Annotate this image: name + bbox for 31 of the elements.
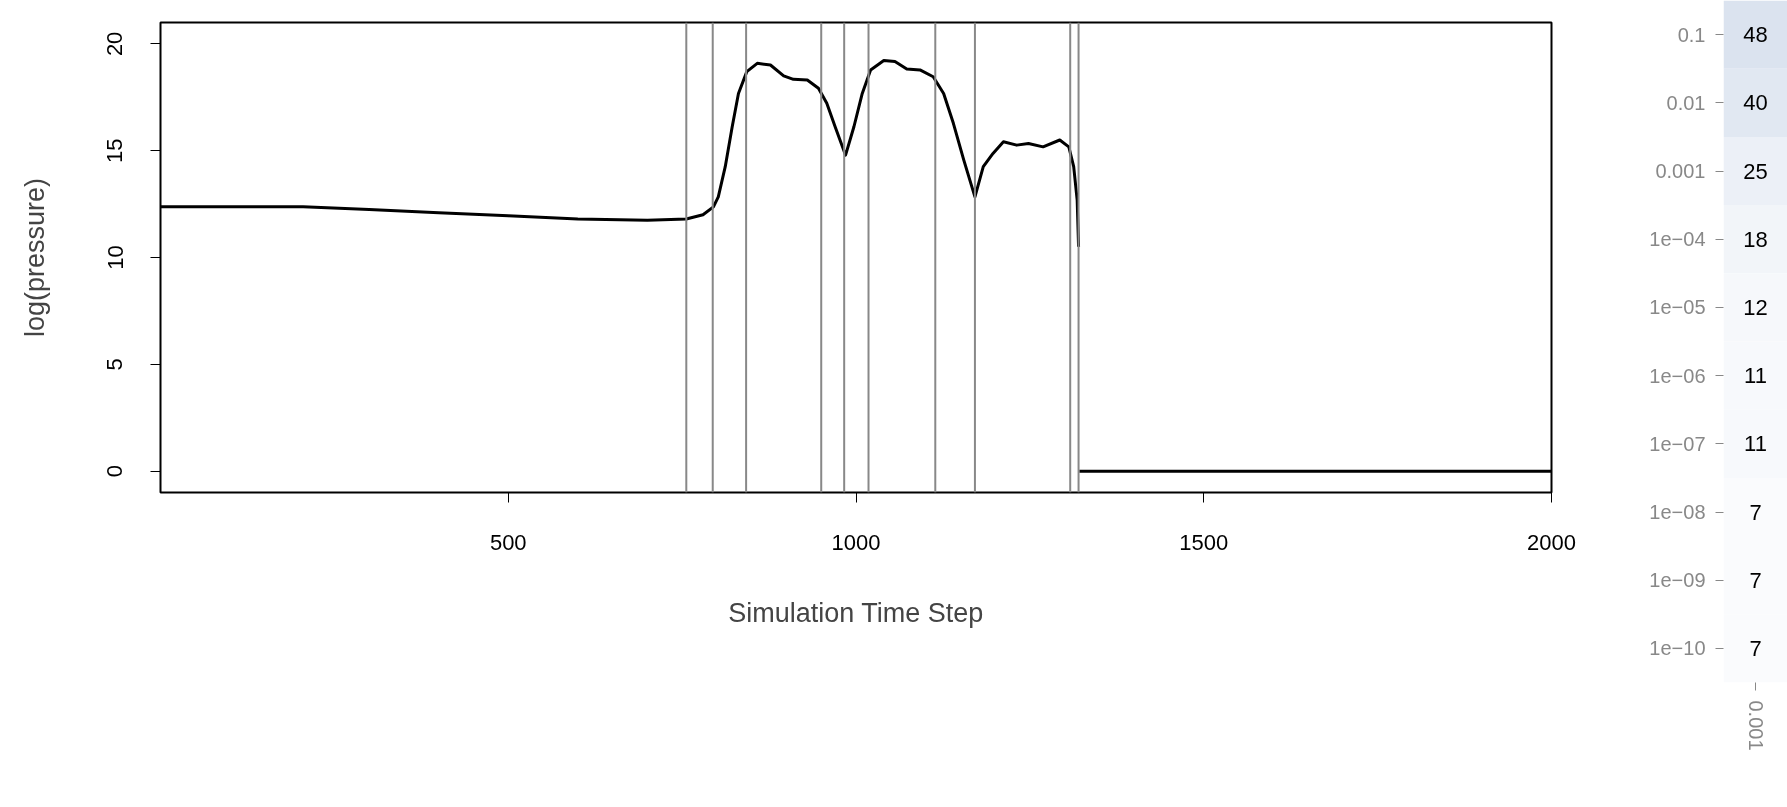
x-axis-title: Simulation Time Step	[728, 597, 984, 628]
y-tick-label: 0.1	[1677, 23, 1706, 46]
x-tick-label: 1500	[1179, 529, 1229, 555]
y-tick-label: 1e−05	[1649, 296, 1706, 319]
x-tick-label: 1000	[831, 529, 881, 555]
data-label: 18	[1743, 226, 1768, 252]
x-tick-label: 2000	[1527, 529, 1576, 555]
y-tick-label: 1e−04	[1649, 228, 1706, 251]
data-label: 25	[1743, 158, 1768, 184]
data-label: 7	[1749, 499, 1762, 525]
y-tick-label: 0.01	[1666, 91, 1706, 114]
y-tick-label: 0.001	[1655, 160, 1706, 182]
y-tick-label: 15	[102, 138, 128, 163]
x-tick-label: 500	[489, 529, 527, 555]
y-tick-label: 1e−08	[1649, 501, 1706, 523]
data-label: 12	[1743, 294, 1768, 320]
data-label: 11	[1744, 363, 1767, 389]
y-tick-label: 20	[102, 31, 128, 57]
y-tick-label: 1e−06	[1649, 364, 1706, 387]
y-tick-label: 10	[102, 245, 128, 270]
y-tick-label: 1e−10	[1649, 637, 1706, 660]
data-label: 48	[1743, 22, 1768, 48]
data-label: 7	[1749, 635, 1762, 661]
y-axis-title: log(pressure)	[19, 177, 50, 338]
y-tick-label: 1e−07	[1649, 432, 1706, 455]
y-tick-label: 1e−09	[1649, 569, 1706, 592]
data-label: 11	[1744, 431, 1767, 457]
y-tick-label: 5	[102, 358, 128, 371]
data-label: 7	[1749, 567, 1762, 593]
y-tick-label: 0	[102, 465, 128, 478]
data-label: 40	[1743, 90, 1768, 116]
